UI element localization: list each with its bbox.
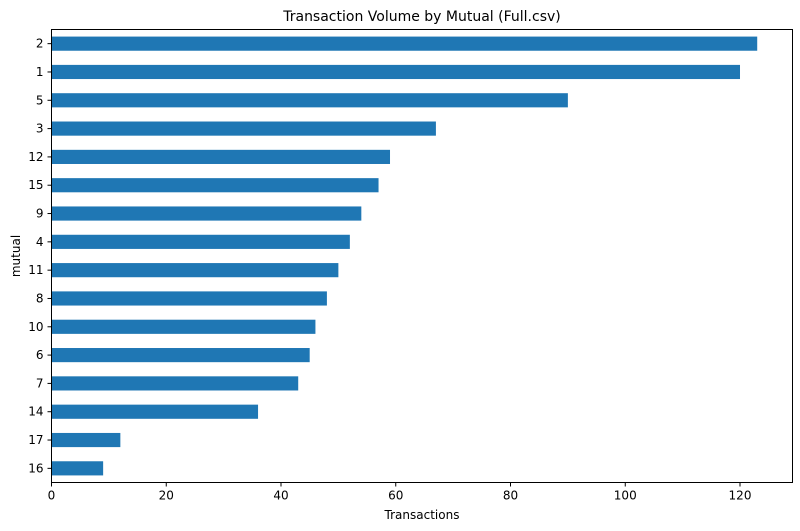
chart-title: Transaction Volume by Mutual (Full.csv) bbox=[282, 9, 561, 25]
bar-12 bbox=[51, 149, 391, 164]
y-tick-label-4: 4 bbox=[36, 235, 44, 249]
bar-6 bbox=[51, 348, 310, 363]
bar-11 bbox=[51, 263, 339, 278]
y-tick-label-8: 8 bbox=[36, 291, 44, 305]
x-tick-label-20: 20 bbox=[159, 489, 174, 503]
x-tick-label-40: 40 bbox=[273, 489, 288, 503]
y-tick-label-7: 7 bbox=[36, 376, 44, 390]
y-tick-label-17: 17 bbox=[28, 433, 43, 447]
y-axis-label: mutual bbox=[9, 235, 23, 277]
bar-2 bbox=[51, 36, 758, 51]
bar-9 bbox=[51, 206, 362, 221]
bar-10 bbox=[51, 319, 316, 334]
y-tick-label-5: 5 bbox=[36, 93, 44, 107]
bar-1 bbox=[51, 64, 741, 80]
y-tick-label-1: 1 bbox=[36, 65, 44, 79]
x-axis: 0 20 40 60 80 100 120 bbox=[48, 482, 752, 503]
y-tick-label-10: 10 bbox=[28, 320, 43, 334]
y-tick-label-16: 16 bbox=[28, 461, 43, 475]
bar-17 bbox=[51, 432, 121, 448]
y-tick-label-2: 2 bbox=[36, 37, 44, 51]
y-tick-label-14: 14 bbox=[28, 405, 43, 419]
bar-7 bbox=[51, 376, 299, 391]
y-tick-label-9: 9 bbox=[36, 207, 44, 221]
y-tick-label-6: 6 bbox=[36, 348, 44, 362]
bar-5 bbox=[51, 93, 568, 108]
bar-4 bbox=[51, 234, 350, 249]
x-tick-label-120: 120 bbox=[729, 489, 752, 503]
bar-8 bbox=[51, 291, 327, 306]
bar-14 bbox=[51, 404, 259, 419]
bar-3 bbox=[51, 121, 436, 136]
bar-16 bbox=[51, 461, 104, 476]
y-tick-label-12: 12 bbox=[28, 150, 43, 164]
x-tick-label-100: 100 bbox=[614, 489, 637, 503]
y-tick-label-15: 15 bbox=[28, 178, 43, 192]
x-tick-label-0: 0 bbox=[48, 489, 56, 503]
bars-group bbox=[51, 36, 758, 476]
x-axis-label: Transactions bbox=[384, 508, 460, 522]
x-tick-label-60: 60 bbox=[388, 489, 403, 503]
y-tick-label-11: 11 bbox=[28, 263, 43, 277]
plot-frame bbox=[51, 29, 793, 483]
y-tick-label-3: 3 bbox=[36, 122, 44, 136]
bar-15 bbox=[51, 178, 379, 193]
x-tick-label-80: 80 bbox=[503, 489, 518, 503]
